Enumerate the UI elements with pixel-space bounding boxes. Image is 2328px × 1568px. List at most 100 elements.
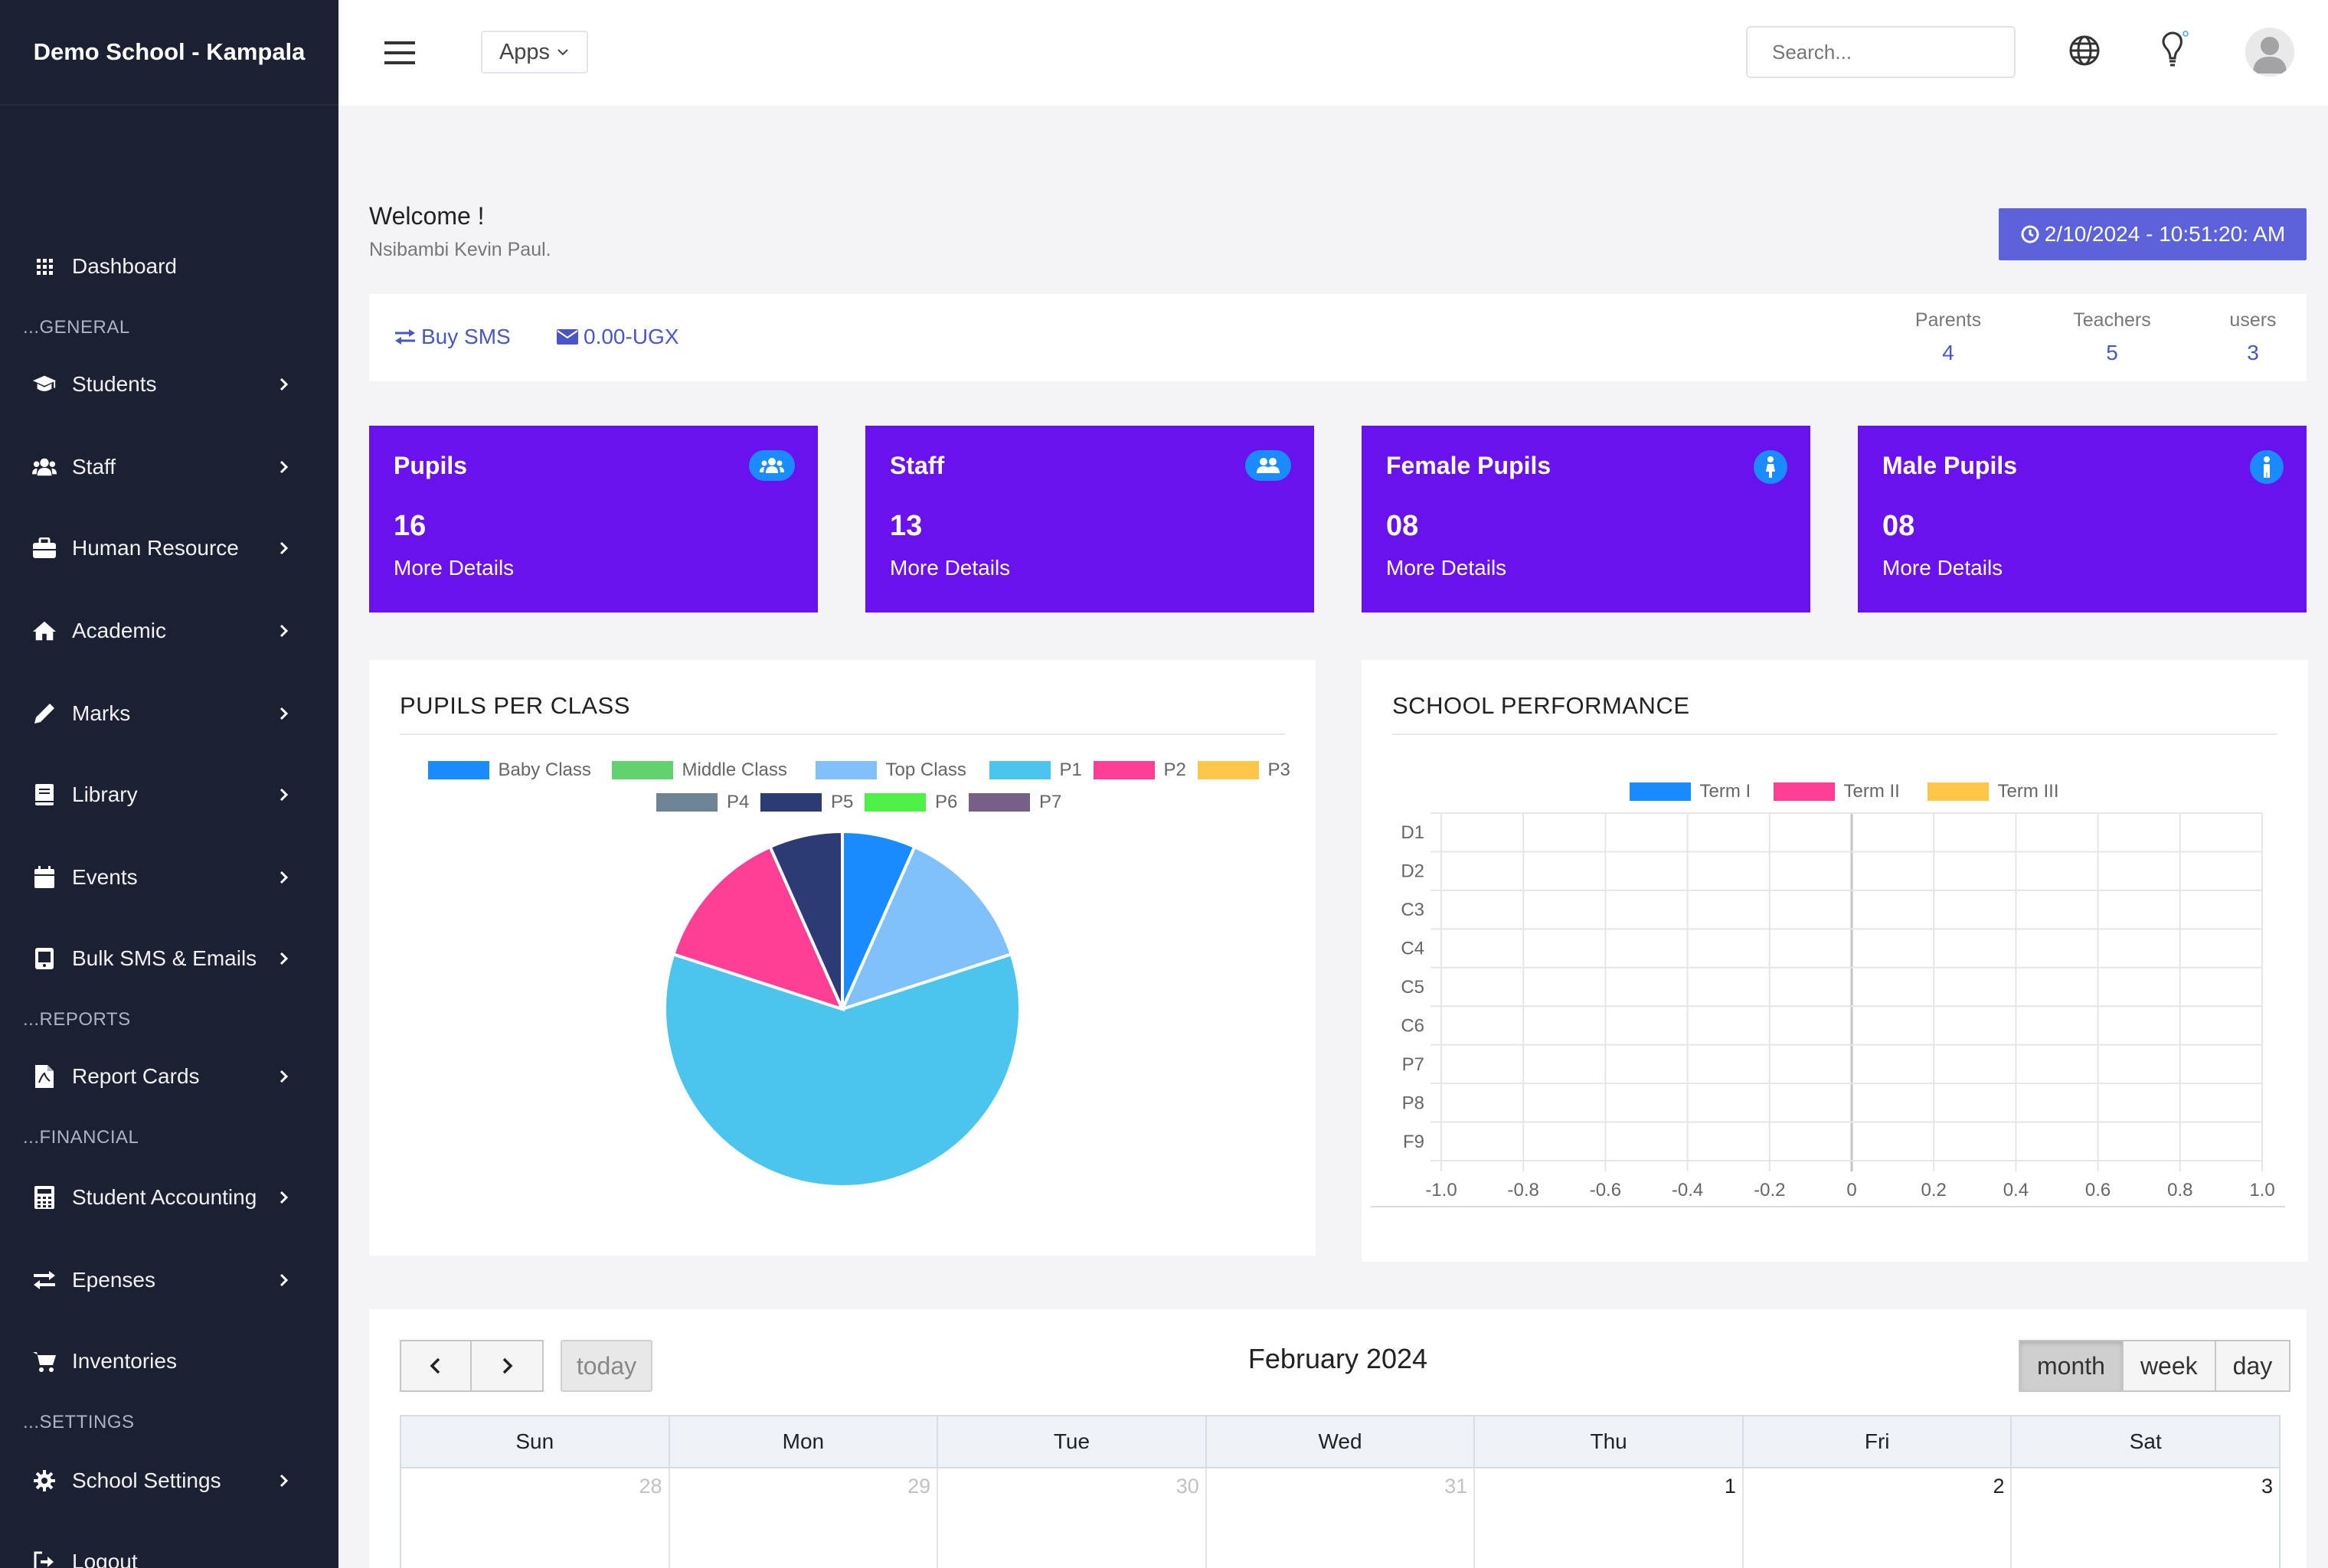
- legend-item[interactable]: Term I: [1629, 781, 1751, 802]
- legend-label: P5: [831, 792, 854, 812]
- legend-swatch: [1927, 782, 1989, 801]
- sidebar-item-inventories[interactable]: Inventories: [0, 1338, 338, 1384]
- legend-item[interactable]: P7: [969, 792, 1061, 813]
- legend-item[interactable]: Middle Class: [611, 760, 787, 781]
- weekday-label: Sat: [2129, 1429, 2162, 1453]
- sidebar-item-marks[interactable]: Marks: [0, 691, 338, 737]
- pie-slice[interactable]: [839, 844, 1014, 1012]
- sidebar-item-school-settings[interactable]: School Settings: [0, 1458, 338, 1504]
- today-button[interactable]: today: [561, 1340, 652, 1392]
- user-avatar[interactable]: [2245, 28, 2294, 77]
- legend-item[interactable]: P3: [1197, 760, 1290, 781]
- chevron-right-icon: [280, 788, 289, 802]
- weekday-label: Sun: [401, 1416, 670, 1467]
- day-cell[interactable]: 31: [1207, 1468, 1476, 1568]
- hamburger-menu-icon[interactable]: [384, 40, 417, 66]
- day-cell[interactable]: 3: [2261, 1475, 2274, 1498]
- pie-slice[interactable]: [663, 952, 1022, 1188]
- sidebar-item-human-resource[interactable]: Human Resource: [0, 525, 338, 571]
- stat-value[interactable]: 3: [2247, 341, 2259, 364]
- calendar-nav: [400, 1340, 544, 1392]
- legend-swatch: [865, 793, 926, 812]
- legend-item[interactable]: Term III: [1927, 781, 2059, 802]
- week-view-button[interactable]: week: [2123, 1340, 2216, 1392]
- sidebar-item-expenses[interactable]: Epenses: [0, 1257, 338, 1303]
- day-cell[interactable]: 2: [1744, 1468, 2012, 1568]
- users-icon: [1245, 450, 1291, 481]
- graduation-cap-icon: [32, 372, 57, 397]
- chevron-right-icon: [280, 377, 289, 391]
- sidebar-item-academic[interactable]: Academic: [0, 608, 338, 654]
- stat-value[interactable]: 5: [2106, 341, 2118, 364]
- sidebar-item-label: Marks: [72, 701, 131, 725]
- sidebar-item-students[interactable]: Students: [0, 361, 338, 407]
- day-cell[interactable]: 28: [401, 1468, 670, 1568]
- day-view-button[interactable]: day: [2215, 1340, 2291, 1392]
- legend-item[interactable]: P2: [1093, 760, 1186, 781]
- y-tick-label: D1: [1401, 822, 1424, 843]
- sidebar-item-dashboard[interactable]: Dashboard: [0, 243, 338, 289]
- sidebar-item-label: Bulk SMS & Emails: [72, 946, 257, 970]
- card-more-link[interactable]: More Details: [1386, 556, 1507, 580]
- legend-label: Top Class: [885, 760, 966, 780]
- legend-item[interactable]: P6: [865, 792, 957, 813]
- pie-chart: [663, 829, 1022, 1188]
- legend-item[interactable]: Term II: [1773, 781, 1900, 802]
- sidebar-item-library[interactable]: Library: [0, 772, 338, 818]
- chevron-left-icon: [430, 1357, 440, 1374]
- chart-title: SCHOOL PERFORMANCE: [1392, 692, 1690, 719]
- briefcase-icon: [32, 536, 57, 560]
- legend-swatch: [611, 761, 673, 779]
- buy-sms-link[interactable]: Buy SMS: [394, 325, 511, 349]
- stat-value[interactable]: 4: [1942, 341, 1954, 364]
- calendar-title: February 2024: [1247, 1343, 1428, 1374]
- pupils-per-class-panel: PUPILS PER CLASS Baby Class Middle Class T…: [369, 660, 1316, 1256]
- sms-balance: 0.00-UGX: [556, 325, 679, 349]
- stat-label: users: [2229, 309, 2277, 331]
- apps-dropdown[interactable]: Apps: [481, 31, 588, 74]
- card-title: Female Pupils: [1386, 452, 1551, 479]
- sidebar-item-label: Students: [72, 372, 157, 396]
- legend-label: P1: [1059, 760, 1082, 780]
- chevron-right-icon: [280, 1273, 289, 1287]
- legend-item[interactable]: Top Class: [815, 760, 966, 781]
- chevron-right-icon: [280, 871, 289, 884]
- sidebar-item-logout[interactable]: Logout: [0, 1539, 338, 1568]
- sidebar-item-staff[interactable]: Staff: [0, 444, 338, 490]
- chevron-right-icon: [280, 707, 289, 720]
- prev-month-button[interactable]: [400, 1340, 472, 1392]
- legend-swatch: [1093, 761, 1155, 779]
- legend-swatch: [427, 761, 489, 779]
- weekday-label: Wed: [1207, 1416, 1476, 1467]
- day-cell[interactable]: 1: [1475, 1468, 1744, 1568]
- sidebar-item-report-cards[interactable]: Report Cards: [0, 1054, 338, 1099]
- sidebar-item-student-accounting[interactable]: Student Accounting: [0, 1174, 338, 1220]
- card-more-link[interactable]: More Details: [1882, 556, 2003, 580]
- day-cell[interactable]: 29: [670, 1468, 939, 1568]
- globe-icon[interactable]: [2068, 34, 2101, 67]
- lightbulb-icon[interactable]: [2158, 31, 2189, 69]
- home-icon: [32, 619, 57, 643]
- day-cell[interactable]: 30: [938, 1468, 1207, 1568]
- card-female-pupils[interactable]: Female Pupils 08 More Details: [1362, 426, 1810, 612]
- sms-icon: [32, 946, 57, 971]
- card-more-link[interactable]: More Details: [394, 556, 515, 580]
- card-value: 16: [394, 510, 427, 542]
- month-view-button[interactable]: month: [2019, 1340, 2124, 1392]
- legend-item[interactable]: Baby Class: [427, 760, 591, 781]
- sidebar-item-bulk-sms[interactable]: Bulk SMS & Emails: [0, 936, 338, 982]
- pie-slice[interactable]: [671, 844, 845, 1012]
- card-more-link[interactable]: More Details: [890, 556, 1011, 580]
- legend-item[interactable]: P1: [989, 760, 1082, 781]
- legend-item[interactable]: P5: [760, 792, 853, 813]
- card-pupils[interactable]: Pupils 16 More Details: [369, 426, 818, 612]
- card-staff[interactable]: Staff 13 More Details: [865, 426, 1314, 612]
- legend-item[interactable]: P4: [656, 792, 749, 813]
- sidebar-item-events[interactable]: Events: [0, 854, 338, 900]
- logout-icon: [32, 1550, 57, 1568]
- envelope-icon: [557, 329, 578, 345]
- card-male-pupils[interactable]: Male Pupils 08 More Details: [1858, 426, 2307, 612]
- pie-slice[interactable]: [767, 829, 844, 1010]
- next-month-button[interactable]: [472, 1340, 544, 1392]
- search-input[interactable]: [1748, 28, 2014, 77]
